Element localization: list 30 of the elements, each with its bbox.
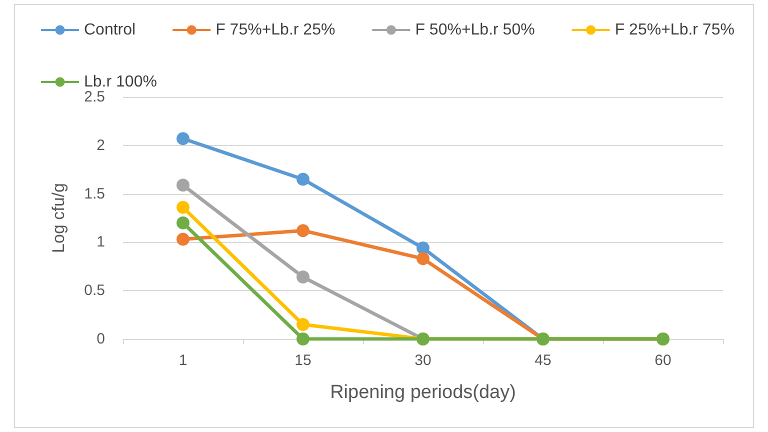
y-tick-label: 2 — [96, 136, 105, 154]
point — [296, 318, 310, 331]
x-axis-title: Ripening periods(day) — [330, 382, 516, 403]
y-tick-label: 0.5 — [84, 282, 105, 300]
point — [416, 252, 430, 266]
legend-label: F 25%+Lb.r 75% — [614, 22, 734, 38]
point — [296, 224, 310, 238]
x-tick-label: 1 — [178, 352, 188, 369]
point — [176, 216, 190, 230]
x-tick-label: 15 — [294, 352, 312, 369]
point — [296, 172, 310, 186]
y-tick-label: 1 — [96, 234, 105, 251]
legend-label: F 75%+Lb.r 25% — [216, 22, 336, 38]
x-tick-label: 30 — [414, 352, 432, 369]
y-tick-label: 1.5 — [84, 185, 105, 202]
y-tick-label: 2.5 — [84, 88, 105, 106]
x-tick-label: 45 — [534, 352, 552, 369]
point — [176, 132, 190, 146]
point — [296, 332, 310, 346]
x-tick-label: 60 — [654, 352, 672, 369]
y-axis-title: Log cfu/g — [49, 183, 68, 253]
legend-label: F 50%+Lb.r 50% — [415, 22, 535, 38]
legend-label: Lb.r 100% — [84, 74, 157, 90]
point — [416, 242, 430, 255]
point — [176, 232, 190, 246]
legend-label: Control — [84, 22, 136, 38]
point — [176, 200, 190, 214]
point — [296, 270, 310, 284]
y-tick-label: 0 — [96, 330, 105, 348]
point — [176, 178, 190, 192]
